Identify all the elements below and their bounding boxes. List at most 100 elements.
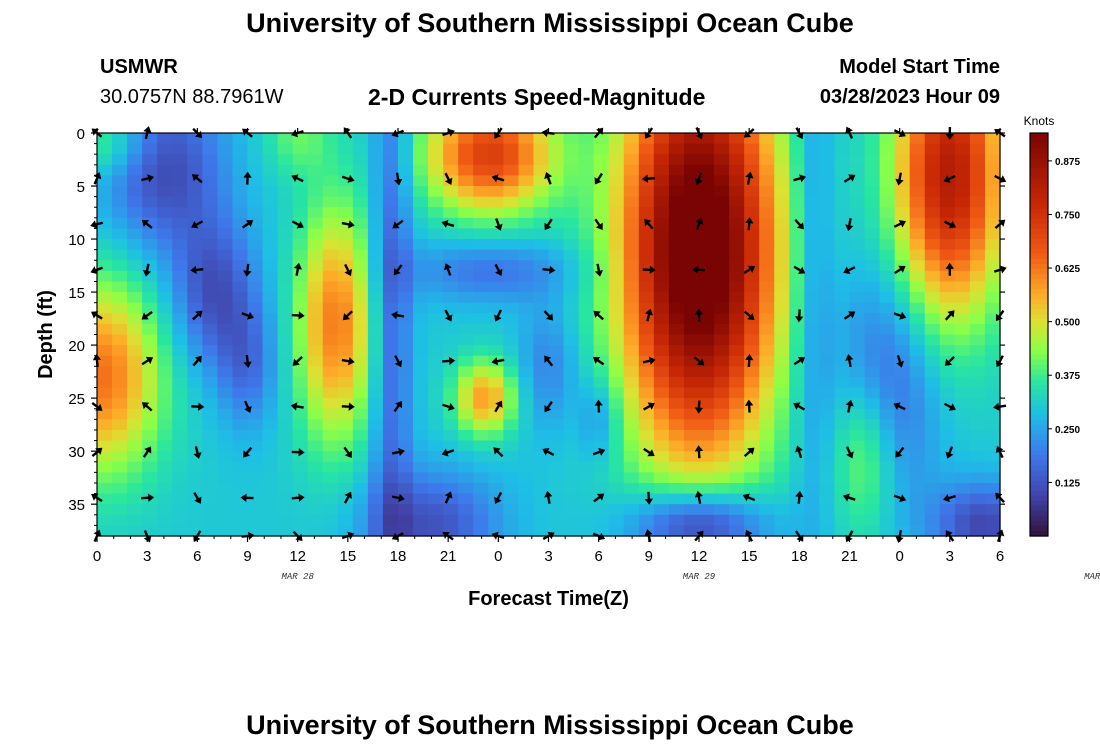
- heatmap-cell: [608, 175, 625, 187]
- heatmap-cell: [473, 355, 489, 367]
- heatmap-cell: [518, 175, 535, 187]
- heatmap-cell: [127, 376, 143, 389]
- heatmap-cell: [247, 408, 264, 420]
- heatmap-cell: [954, 398, 971, 410]
- heatmap-cell: [292, 345, 309, 357]
- heatmap-cell: [533, 451, 550, 463]
- current-arrow: [845, 399, 854, 413]
- heatmap-cell: [668, 440, 685, 452]
- heatmap-cell: [623, 451, 640, 463]
- heatmap-cell: [759, 270, 775, 283]
- heatmap-cell: [503, 472, 519, 484]
- heatmap-cell: [789, 292, 805, 304]
- heatmap-cell: [759, 461, 775, 473]
- heatmap-cell: [503, 355, 519, 367]
- heatmap-cell: [789, 323, 805, 336]
- heatmap-cell: [668, 461, 685, 473]
- heatmap-cell: [548, 451, 565, 463]
- heatmap-cell: [623, 186, 640, 198]
- heatmap-cell: [789, 493, 805, 505]
- heatmap-cell: [819, 525, 836, 537]
- heatmap-cell: [653, 376, 670, 389]
- heatmap-cell: [834, 249, 851, 261]
- heatmap-cell: [699, 270, 715, 283]
- heatmap-cell: [488, 525, 504, 537]
- current-arrow: [441, 219, 455, 228]
- colorbar-swatch: [1030, 389, 1048, 396]
- heatmap-cell: [142, 196, 158, 208]
- heatmap-cell: [307, 461, 324, 473]
- heatmap-cell: [157, 270, 173, 283]
- x-tick-label: 9: [243, 548, 251, 565]
- heatmap-cell: [924, 164, 941, 177]
- heatmap-cell: [503, 504, 519, 516]
- heatmap-cell: [864, 228, 881, 240]
- heatmap-cell: [443, 345, 459, 357]
- y-tick-label: 30: [68, 444, 85, 461]
- heatmap-cell: [744, 175, 760, 187]
- heatmap-cell: [187, 334, 203, 346]
- heatmap-cell: [428, 292, 444, 304]
- heatmap-cell: [984, 451, 1001, 463]
- heatmap-cell: [97, 175, 113, 187]
- current-arrow: [743, 310, 755, 320]
- heatmap-cell: [413, 472, 429, 484]
- heatmap-cell: [307, 525, 324, 537]
- heatmap-cell: [428, 249, 444, 261]
- heatmap-cell: [774, 207, 790, 219]
- heatmap-cell: [789, 451, 805, 463]
- heatmap-cell: [337, 270, 354, 283]
- heatmap-cell: [744, 408, 760, 420]
- heatmap-cell: [473, 281, 489, 293]
- heatmap-cell: [127, 514, 143, 526]
- heatmap-cell: [909, 281, 926, 293]
- current-arrow: [692, 265, 706, 274]
- heatmap-cell: [969, 217, 986, 230]
- heatmap-cell: [292, 376, 309, 389]
- heatmap-cell: [503, 143, 519, 155]
- current-arrow: [944, 355, 955, 366]
- current-arrow: [544, 490, 553, 504]
- heatmap-cell: [759, 133, 775, 145]
- heatmap-cell: [322, 313, 339, 325]
- heatmap-cell: [202, 143, 218, 155]
- heatmap-cell: [819, 292, 836, 304]
- heatmap-cell: [774, 260, 790, 272]
- heatmap-cell: [789, 175, 805, 187]
- heatmap-cell: [729, 472, 745, 484]
- heatmap-cell: [729, 292, 745, 304]
- heatmap-cell: [307, 472, 324, 484]
- current-arrow: [593, 493, 605, 503]
- heatmap-cell: [337, 334, 354, 346]
- heatmap-cell: [217, 345, 234, 357]
- heatmap-cell: [683, 440, 700, 452]
- heatmap-cell: [879, 408, 896, 420]
- heatmap-cell: [217, 493, 234, 505]
- current-arrow: [542, 448, 555, 457]
- heatmap-cell: [759, 429, 775, 442]
- colorbar-swatch: [1030, 339, 1048, 346]
- heatmap-cell: [744, 376, 760, 389]
- heatmap-cell: [668, 482, 685, 495]
- heatmap-cell: [849, 302, 866, 314]
- heatmap-cell: [217, 376, 234, 389]
- heatmap-cell: [864, 408, 881, 420]
- heatmap-cell: [277, 376, 294, 389]
- heatmap-cell: [563, 323, 580, 336]
- heatmap-cell: [112, 504, 128, 516]
- heatmap-cell: [503, 186, 519, 198]
- heatmap-cell: [683, 525, 700, 537]
- heatmap-cell: [563, 281, 580, 293]
- heatmap-cell: [337, 207, 354, 219]
- heatmap-cell: [322, 292, 339, 304]
- heatmap-cell: [337, 175, 354, 187]
- heatmap-cell: [864, 249, 881, 261]
- heatmap-cell: [653, 429, 670, 442]
- heatmap-cell: [518, 164, 535, 177]
- heatmap-cell: [804, 270, 820, 283]
- heatmap-cell: [533, 133, 550, 145]
- colorbar-swatch: [1030, 455, 1048, 462]
- heatmap-cell: [157, 217, 173, 230]
- current-arrow: [592, 356, 605, 366]
- heatmap-cell: [954, 323, 971, 336]
